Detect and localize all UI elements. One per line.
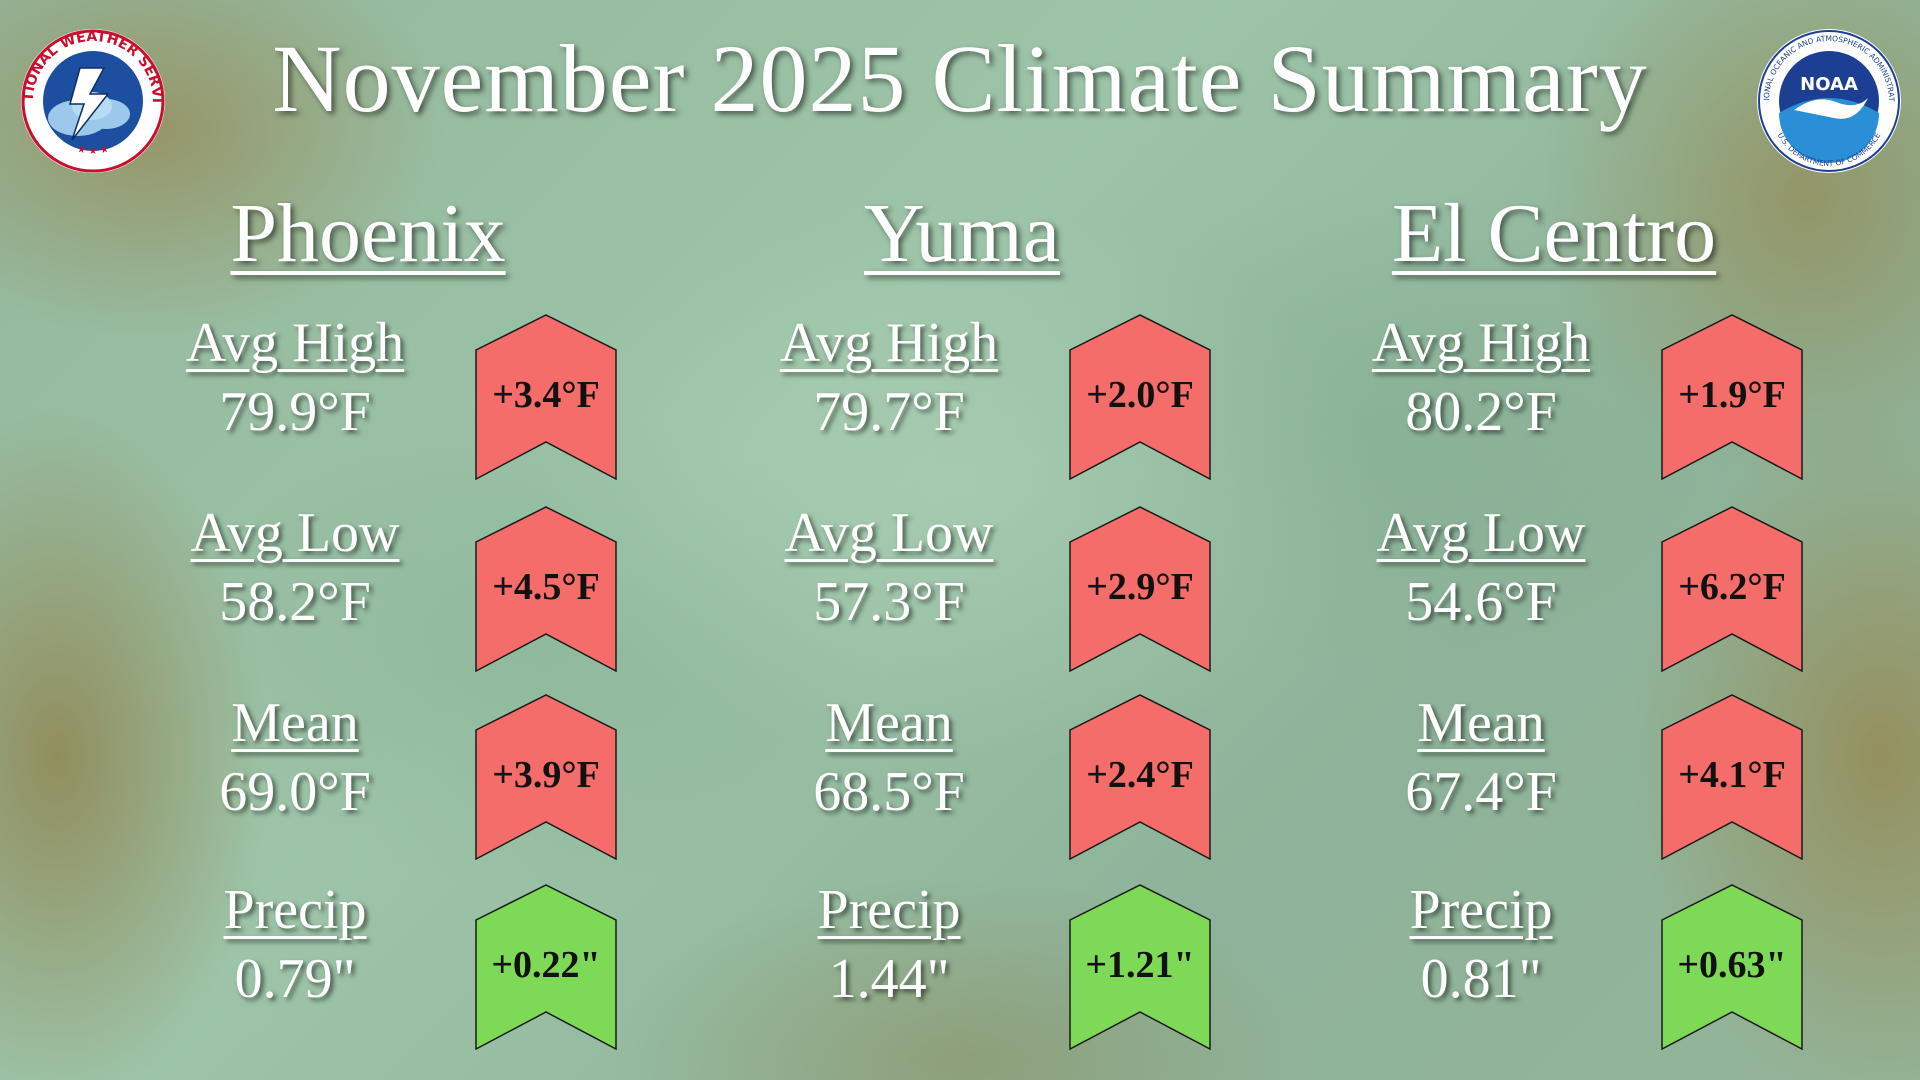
- up-arrow-badge-shape: [475, 314, 617, 480]
- stat-value: 0.81": [1420, 948, 1542, 1011]
- stat-value: 79.9°F: [219, 381, 371, 444]
- up-arrow-badge-shape: [1661, 314, 1803, 480]
- stat-mean: Mean 68.5°F: [724, 690, 1054, 826]
- nws-logo: NATIONAL WEATHER SERVICE ★ ★ ★: [14, 16, 166, 174]
- stat-avg-low: Avg Low 58.2°F: [130, 500, 460, 636]
- departure-badge: +6.2°F: [1661, 506, 1803, 672]
- stat-label: Avg Low: [784, 502, 994, 564]
- up-arrow-badge-shape: [1069, 314, 1211, 480]
- departure-badge: +3.9°F: [475, 694, 617, 860]
- departure-value: +2.4°F: [1086, 754, 1194, 796]
- stat-avg-low: Avg Low 57.3°F: [724, 500, 1054, 636]
- up-arrow-badge-shape: [1069, 694, 1211, 860]
- departure-value: +4.5°F: [492, 566, 600, 608]
- departure-value: +2.0°F: [1086, 374, 1194, 416]
- svg-text:NOAA: NOAA: [1800, 74, 1858, 95]
- stat-label: Avg High: [779, 312, 999, 374]
- stat-avg-high: Avg High 80.2°F: [1316, 310, 1646, 446]
- city-name: Yuma: [864, 187, 1060, 280]
- departure-value: +3.9°F: [492, 754, 600, 796]
- stat-label: Mean: [825, 692, 953, 754]
- stat-precip: Precip 0.81": [1316, 877, 1646, 1013]
- stat-label: Mean: [231, 692, 359, 754]
- svg-text:★ ★ ★: ★ ★ ★: [76, 144, 110, 157]
- departure-badge: +4.1°F: [1661, 694, 1803, 860]
- stat-label: Mean: [1417, 692, 1545, 754]
- stat-label: Avg Low: [1376, 502, 1586, 564]
- stat-avg-low: Avg Low 54.6°F: [1316, 500, 1646, 636]
- page-title: November 2025 Climate Summary: [272, 25, 1648, 132]
- departure-badge: +0.63": [1661, 884, 1803, 1050]
- up-arrow-badge-shape: [1069, 506, 1211, 672]
- stat-value: 69.0°F: [219, 761, 371, 824]
- stat-avg-high: Avg High 79.7°F: [724, 310, 1054, 446]
- stat-label: Precip: [223, 879, 367, 941]
- departure-value: +3.4°F: [492, 374, 600, 416]
- departure-badge: +0.22": [475, 884, 617, 1050]
- departure-badge: +2.9°F: [1069, 506, 1211, 672]
- departure-value: +0.22": [491, 944, 601, 986]
- departure-badge: +4.5°F: [475, 506, 617, 672]
- departure-value: +0.63": [1677, 944, 1787, 986]
- stat-value: 68.5°F: [813, 761, 965, 824]
- stat-value: 80.2°F: [1405, 381, 1557, 444]
- city-column-el-centro: El Centro Avg High 80.2°F +1.9°F Avg Low 54.6…: [1316, 0, 1836, 1080]
- stat-value: 1.44": [828, 948, 950, 1011]
- stat-label: Avg High: [1371, 312, 1591, 374]
- stat-value: 0.79": [234, 948, 356, 1011]
- departure-value: +1.9°F: [1678, 374, 1786, 416]
- stat-value: 79.7°F: [813, 381, 965, 444]
- departure-badge: +1.9°F: [1661, 314, 1803, 480]
- stat-mean: Mean 67.4°F: [1316, 690, 1646, 826]
- city-name: El Centro: [1391, 187, 1717, 280]
- departure-value: +2.9°F: [1086, 566, 1194, 608]
- departure-badge: +3.4°F: [475, 314, 617, 480]
- up-arrow-badge-shape: [475, 506, 617, 672]
- departure-value: +6.2°F: [1678, 566, 1786, 608]
- stat-value: 54.6°F: [1405, 571, 1557, 634]
- stat-label: Avg High: [185, 312, 405, 374]
- departure-value: +4.1°F: [1678, 754, 1786, 796]
- stat-label: Avg Low: [190, 502, 400, 564]
- stat-label: Precip: [817, 879, 961, 941]
- up-arrow-badge-shape: [1661, 506, 1803, 672]
- up-arrow-badge-shape: [1661, 884, 1803, 1050]
- city-name: Phoenix: [230, 187, 506, 280]
- stat-value: 67.4°F: [1405, 761, 1557, 824]
- city-column-yuma: Yuma Avg High 79.7°F +2.0°F Avg Low 57.3°F +2.…: [724, 0, 1244, 1080]
- stat-precip: Precip 0.79": [130, 877, 460, 1013]
- stat-avg-high: Avg High 79.9°F: [130, 310, 460, 446]
- stat-value: 58.2°F: [219, 571, 371, 634]
- stat-precip: Precip 1.44": [724, 877, 1054, 1013]
- up-arrow-badge-shape: [1069, 884, 1211, 1050]
- city-column-phoenix: Phoenix Avg High 79.9°F +3.4°F Avg Low 58.2°F…: [130, 0, 650, 1080]
- departure-badge: +2.4°F: [1069, 694, 1211, 860]
- noaa-logo: NOAA NATIONAL OCEANIC AND ATMOSPHERIC AD…: [1753, 21, 1902, 174]
- departure-badge: +2.0°F: [1069, 314, 1211, 480]
- stat-mean: Mean 69.0°F: [130, 690, 460, 826]
- up-arrow-badge-shape: [475, 694, 617, 860]
- departure-value: +1.21": [1085, 944, 1195, 986]
- stat-value: 57.3°F: [813, 571, 965, 634]
- stat-label: Precip: [1409, 879, 1553, 941]
- departure-badge: +1.21": [1069, 884, 1211, 1050]
- up-arrow-badge-shape: [475, 884, 617, 1050]
- up-arrow-badge-shape: [1661, 694, 1803, 860]
